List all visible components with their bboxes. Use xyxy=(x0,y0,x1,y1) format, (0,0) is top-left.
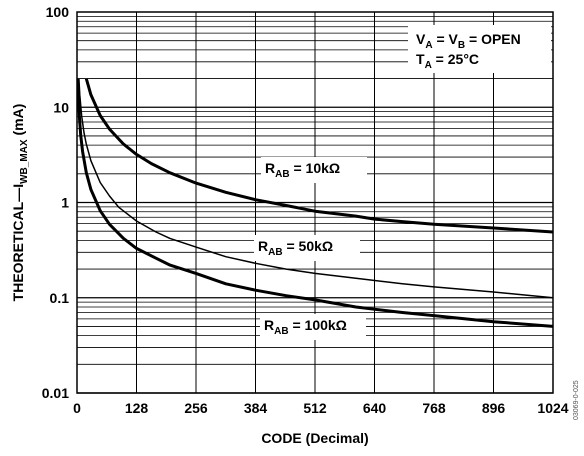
series-label-bg xyxy=(261,157,367,183)
x-ticks: 0 128 256 384 512 640 768 896 1024 xyxy=(73,400,569,416)
y-ticks: 0.01 0.1 1 10 100 xyxy=(42,4,69,401)
svg-text:RAB = 100kΩ: RAB = 100kΩ xyxy=(264,317,347,337)
y-tick-label: 0.1 xyxy=(50,290,70,306)
figure-id: 03069-0-025 xyxy=(573,380,580,420)
series-label-2: RAB = 50kΩ xyxy=(254,235,360,261)
x-tick-label: 512 xyxy=(303,400,327,416)
condition-annotation-box xyxy=(408,25,551,73)
series-line-3 xyxy=(76,78,554,328)
series-label-bg xyxy=(254,235,360,261)
series-layer xyxy=(76,78,554,328)
plot-frame xyxy=(76,11,554,394)
series-line-1 xyxy=(84,78,554,234)
x-tick-label: 0 xyxy=(73,400,81,416)
y-axis-title: THEORETICAL—IWB_MAX (mA) xyxy=(10,104,30,302)
x-tick-label: 640 xyxy=(363,400,387,416)
x-tick-label: 128 xyxy=(125,400,149,416)
condition-annotation-temperature: TA = 25°C xyxy=(416,51,479,71)
svg-text:RAB = 50kΩ: RAB = 50kΩ xyxy=(258,238,333,258)
x-tick-label: 896 xyxy=(482,400,506,416)
condition-annotation-supply: VA = VB = OPEN xyxy=(416,31,521,51)
x-tick-label: 1024 xyxy=(537,400,568,416)
y-tick-label: 1 xyxy=(61,195,69,211)
x-tick-label: 384 xyxy=(244,400,268,416)
x-tick-label: 256 xyxy=(184,400,208,416)
svg-text:RAB = 10kΩ: RAB = 10kΩ xyxy=(265,160,340,180)
x-axis-title: CODE (Decimal) xyxy=(261,430,368,446)
series-label-bg xyxy=(260,314,366,340)
series-labels: RAB = 10kΩ RAB = 50kΩ RAB = 100kΩ xyxy=(254,157,367,340)
y-tick-label: 100 xyxy=(46,4,70,20)
y-tick-label: 0.01 xyxy=(42,385,69,401)
series-label-1: RAB = 10kΩ xyxy=(261,157,367,183)
x-tick-label: 768 xyxy=(422,400,446,416)
series-line-2 xyxy=(78,78,554,299)
y-tick-label: 10 xyxy=(53,99,69,115)
series-label-3: RAB = 100kΩ xyxy=(260,314,366,340)
